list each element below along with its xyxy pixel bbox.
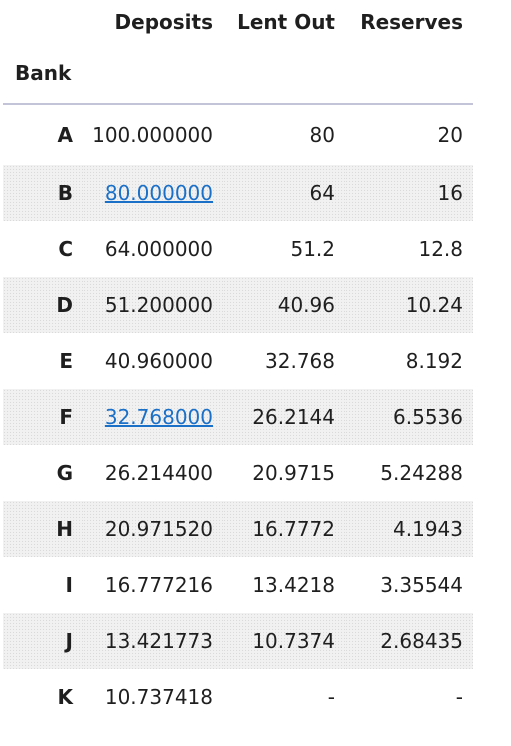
row-index-label: E xyxy=(59,349,73,373)
cell-lent-out: - xyxy=(327,685,335,709)
index-name-blank xyxy=(83,43,223,105)
cell-reserves: 4.1943 xyxy=(345,501,473,557)
table-row: A 100.000000 80 20 xyxy=(3,104,473,165)
cell-deposits: 51.200000 xyxy=(83,277,223,333)
table-row: K 10.737418 - - xyxy=(3,669,473,725)
table-row: I 16.777216 13.4218 3.35544 xyxy=(3,557,473,613)
cell-deposits: 26.214400 xyxy=(104,461,213,485)
table-row: G 26.214400 20.9715 5.24288 xyxy=(3,445,473,501)
cell-deposits: 40.960000 xyxy=(104,349,213,373)
cell-reserves: 6.5536 xyxy=(345,389,473,445)
deposits-link[interactable]: 80.000000 xyxy=(104,181,213,205)
table-row: F 32.768000 26.2144 6.5536 xyxy=(3,389,473,445)
row-index-label: H xyxy=(3,501,83,557)
cell-lent-out: 32.768 xyxy=(265,349,335,373)
table-row: E 40.960000 32.768 8.192 xyxy=(3,333,473,389)
cell-deposits: 80.000000 xyxy=(83,165,223,221)
cell-lent-out: 20.9715 xyxy=(252,461,335,485)
table-header: Deposits Lent Out Reserves Bank xyxy=(3,0,473,105)
table-body: A 100.000000 80 20 B 80.000000 64 16 C 64.000000 5… xyxy=(3,104,473,725)
cell-lent-out: 13.4218 xyxy=(252,573,335,597)
column-header-deposits: Deposits xyxy=(114,9,213,34)
cell-lent-out: 51.2 xyxy=(290,237,335,261)
bank-reserves-table: Deposits Lent Out Reserves Bank A 100.000… xyxy=(3,0,473,725)
row-index-label: G xyxy=(56,461,73,485)
cell-reserves: 8.192 xyxy=(405,349,463,373)
cell-lent-out: 64 xyxy=(223,165,345,221)
cell-reserves: 12.8 xyxy=(418,237,463,261)
index-name-blank xyxy=(345,43,473,105)
cell-deposits: 20.971520 xyxy=(83,501,223,557)
index-name-blank xyxy=(223,43,345,105)
cell-deposits: 32.768000 xyxy=(83,389,223,445)
table-row: J 13.421773 10.7374 2.68435 xyxy=(3,613,473,669)
cell-deposits: 16.777216 xyxy=(104,573,213,597)
index-name-row: Bank xyxy=(3,43,473,105)
cell-deposits: 13.421773 xyxy=(83,613,223,669)
cell-deposits: 100.000000 xyxy=(92,123,213,147)
cell-reserves: 3.35544 xyxy=(380,573,463,597)
deposits-link[interactable]: 32.768000 xyxy=(104,405,213,429)
cell-reserves: 2.68435 xyxy=(345,613,473,669)
cell-lent-out: 40.96 xyxy=(223,277,345,333)
index-name-header: Bank xyxy=(3,43,83,105)
column-header-row: Deposits Lent Out Reserves xyxy=(3,0,473,43)
cell-deposits: 10.737418 xyxy=(104,685,213,709)
row-index-label: J xyxy=(3,613,83,669)
table-row: C 64.000000 51.2 12.8 xyxy=(3,221,473,277)
table-row: B 80.000000 64 16 xyxy=(3,165,473,221)
table-row: D 51.200000 40.96 10.24 xyxy=(3,277,473,333)
cell-lent-out: 10.7374 xyxy=(223,613,345,669)
cell-lent-out: 80 xyxy=(309,123,335,147)
row-index-label: F xyxy=(3,389,83,445)
cell-lent-out: 16.7772 xyxy=(223,501,345,557)
column-header-lent-out: Lent Out xyxy=(237,9,335,34)
row-index-label: A xyxy=(57,123,73,147)
cell-deposits: 64.000000 xyxy=(104,237,213,261)
row-index-label: K xyxy=(57,685,74,709)
cell-lent-out: 26.2144 xyxy=(223,389,345,445)
cell-reserves: 16 xyxy=(345,165,473,221)
table-row: H 20.971520 16.7772 4.1943 xyxy=(3,501,473,557)
cell-reserves: 10.24 xyxy=(345,277,473,333)
column-header-reserves: Reserves xyxy=(360,9,463,34)
row-index-label: B xyxy=(3,165,83,221)
cell-reserves: 5.24288 xyxy=(380,461,463,485)
blank-corner-cell xyxy=(3,0,83,43)
cell-reserves: 20 xyxy=(437,123,463,147)
row-index-label: C xyxy=(58,237,73,261)
row-index-label: I xyxy=(65,573,73,597)
row-index-label: D xyxy=(3,277,83,333)
cell-reserves: - xyxy=(455,685,463,709)
